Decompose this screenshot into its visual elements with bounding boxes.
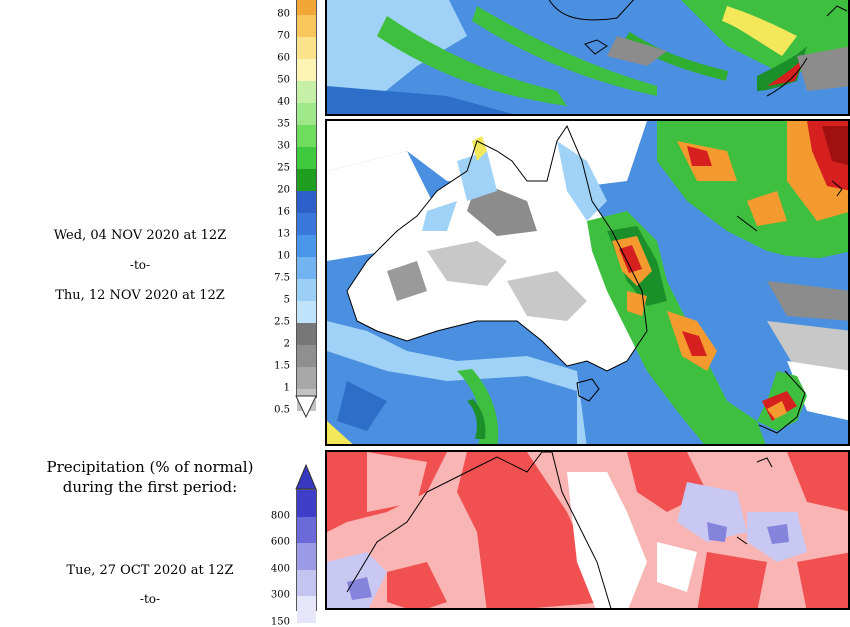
scale-swatch xyxy=(297,15,316,37)
scale-tick-label: 150 xyxy=(270,616,290,627)
percent-color-scale xyxy=(296,489,317,623)
scale-tick-label: 7.5 xyxy=(274,272,290,284)
scale-tick-label: 40 xyxy=(277,96,290,108)
scale-swatch xyxy=(297,569,316,596)
scale-tick-label: 35 xyxy=(277,118,290,130)
scale-swatch xyxy=(297,0,316,15)
scale-swatch xyxy=(297,516,316,543)
scale-swatch xyxy=(297,367,316,389)
scale-swatch xyxy=(297,345,316,367)
scale-tick-label: 16 xyxy=(277,206,290,218)
scale-swatch xyxy=(297,279,316,301)
scale-tick-label: 70 xyxy=(277,30,290,42)
period-end-label: Thu, 12 NOV 2020 at 12Z xyxy=(55,288,225,303)
scale-swatch xyxy=(297,490,316,517)
scale-tick-label: 20 xyxy=(277,184,290,196)
scale-tick-label: 2 xyxy=(283,338,290,350)
scale-swatch xyxy=(297,37,316,59)
scale-tick-label: 25 xyxy=(277,162,290,174)
scale-tick-label: 13 xyxy=(277,228,290,240)
scale-tick-label: 800 xyxy=(270,510,290,521)
period-start-label: Wed, 04 NOV 2020 at 12Z xyxy=(53,228,227,243)
scale-tick-label: 1 xyxy=(283,382,290,394)
scale-swatch xyxy=(297,191,316,213)
scale-swatch xyxy=(297,543,316,570)
scale-tick-label: 300 xyxy=(270,589,290,601)
anomaly-title-line1: Precipitation (% of normal) xyxy=(46,458,254,476)
scale-tick-label: 0.5 xyxy=(274,404,290,416)
scale-tick-label: 600 xyxy=(270,536,290,548)
precip-color-scale xyxy=(296,0,317,411)
scale-swatch xyxy=(297,147,316,169)
map-panel-first-period xyxy=(325,0,850,116)
scale-swatch xyxy=(297,235,316,257)
scale-swatch xyxy=(297,213,316,235)
scale-max-arrow xyxy=(295,464,317,490)
period-separator-label: -to- xyxy=(129,258,151,272)
scale-swatch xyxy=(297,257,316,279)
scale-swatch xyxy=(297,81,316,103)
anomaly-title-line2: during the first period: xyxy=(62,478,238,496)
scale-min-arrow xyxy=(295,395,317,419)
scale-tick-label: 2.5 xyxy=(274,316,290,328)
scale-tick-label: 50 xyxy=(277,74,290,86)
scale-tick-label: 5 xyxy=(283,294,290,306)
map-panel-anomaly xyxy=(325,450,850,610)
scale-tick-label: 400 xyxy=(270,563,290,574)
percent-scale-ticks: 800 600 400 300 150 xyxy=(262,478,290,627)
scale-tick-label: 1.5 xyxy=(274,360,290,372)
scale-swatch xyxy=(297,103,316,125)
anomaly-start-label: Tue, 27 OCT 2020 at 12Z xyxy=(66,563,234,578)
scale-swatch xyxy=(297,169,316,191)
precip-scale-ticks: 80 70 60 50 40 35 30 25 20 16 13 10 7.5 5 2.5 2 1.5 1 0.5 xyxy=(262,0,290,416)
scale-tick-label: 10 xyxy=(277,250,290,262)
scale-tick-label: 60 xyxy=(277,52,290,64)
scale-swatch xyxy=(297,301,316,323)
anomaly-separator-label: -to- xyxy=(139,592,161,606)
scale-swatch xyxy=(297,59,316,81)
scale-tick-label: 80 xyxy=(277,8,290,20)
map-panel-second-period xyxy=(325,119,850,446)
scale-swatch xyxy=(297,323,316,345)
scale-swatch xyxy=(297,125,316,147)
scale-tick-label: 30 xyxy=(277,140,290,152)
